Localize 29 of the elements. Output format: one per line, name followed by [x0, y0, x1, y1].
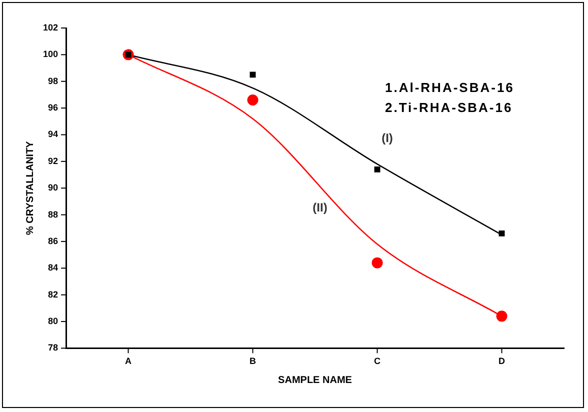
y-tick-label: 80	[48, 316, 58, 326]
series-label: (I)	[382, 131, 393, 146]
point	[498, 230, 505, 236]
x-tick-label: B	[250, 356, 257, 366]
series-label: (II)	[312, 200, 328, 214]
x-tick-label: C	[374, 356, 382, 366]
point	[250, 72, 256, 78]
point	[496, 310, 508, 322]
y-tick-label: 98	[48, 76, 58, 86]
x-tick-label: D	[498, 356, 506, 366]
annotation: 1.Al-RHA-SBA-16	[385, 79, 514, 97]
y-tick-label: 90	[48, 182, 58, 193]
y-tick-label: 86	[48, 236, 58, 246]
y-tick-label: 84	[48, 262, 58, 273]
y-tick-label: 96	[48, 102, 58, 113]
y-tick-label: 78	[48, 342, 58, 353]
y-tick-label: 82	[48, 289, 58, 300]
point	[374, 166, 380, 172]
x-tick-label: A	[125, 356, 132, 366]
y-tick-label: 94	[48, 129, 58, 140]
y-tick-label: 100	[42, 49, 58, 60]
y-tick-label: 88	[48, 209, 58, 220]
annotation: 2.Ti-RHA-SBA-16	[385, 99, 514, 117]
point	[372, 257, 383, 268]
y-tick-label: 92	[48, 156, 58, 166]
x-axis-title: SAMPLE NAME	[278, 374, 352, 386]
y-tick-label: 102	[42, 22, 58, 32]
point	[247, 94, 258, 106]
y-axis-title: % CRYSTALLANITY	[24, 140, 36, 236]
